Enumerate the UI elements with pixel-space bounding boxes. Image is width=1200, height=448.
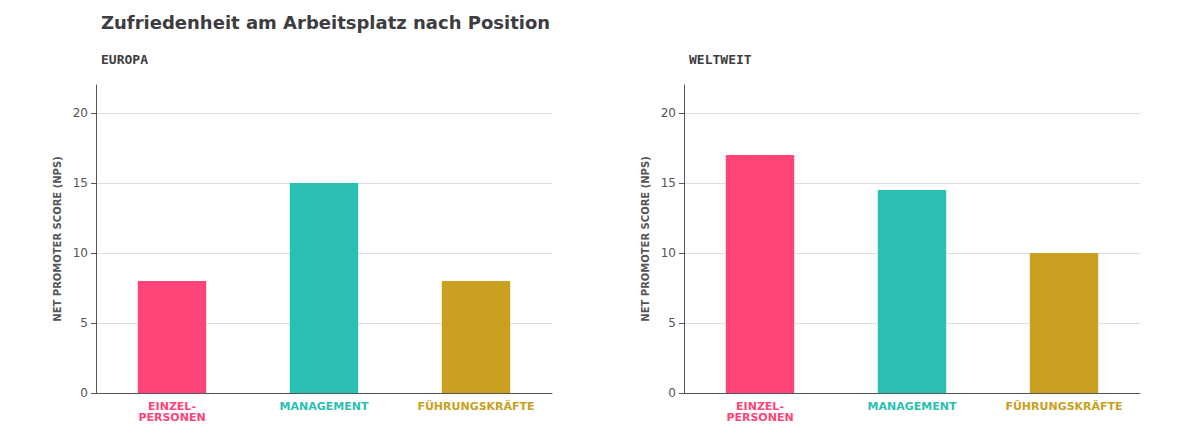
svg-text:WELTWEIT: WELTWEIT: [689, 52, 752, 67]
svg-text:15: 15: [661, 176, 676, 190]
svg-text:NET PROMOTER SCORE (NPS): NET PROMOTER SCORE (NPS): [52, 156, 63, 321]
svg-text:PERSONEN: PERSONEN: [138, 411, 205, 424]
svg-text:PERSONEN: PERSONEN: [726, 411, 793, 424]
svg-text:FÜHRUNGSKRÄFTE: FÜHRUNGSKRÄFTE: [417, 399, 534, 413]
svg-text:0: 0: [80, 386, 88, 400]
svg-text:EUROPA: EUROPA: [101, 52, 148, 67]
svg-text:10: 10: [73, 246, 88, 260]
svg-text:MANAGEMENT: MANAGEMENT: [280, 400, 369, 413]
svg-text:NET PROMOTER SCORE (NPS): NET PROMOTER SCORE (NPS): [640, 156, 651, 321]
svg-text:20: 20: [73, 106, 88, 120]
svg-text:5: 5: [80, 316, 88, 330]
svg-text:FÜHRUNGSKRÄFTE: FÜHRUNGSKRÄFTE: [1005, 399, 1122, 413]
svg-text:5: 5: [668, 316, 676, 330]
svg-text:EINZEL-: EINZEL-: [148, 400, 196, 413]
svg-text:20: 20: [661, 106, 676, 120]
svg-text:0: 0: [668, 386, 676, 400]
svg-text:10: 10: [661, 246, 676, 260]
svg-text:Zufriedenheit am Arbeitsplatz: Zufriedenheit am Arbeitsplatz nach Posit…: [101, 12, 550, 33]
svg-text:15: 15: [73, 176, 88, 190]
svg-text:MANAGEMENT: MANAGEMENT: [868, 400, 957, 413]
svg-text:EINZEL-: EINZEL-: [736, 400, 784, 413]
